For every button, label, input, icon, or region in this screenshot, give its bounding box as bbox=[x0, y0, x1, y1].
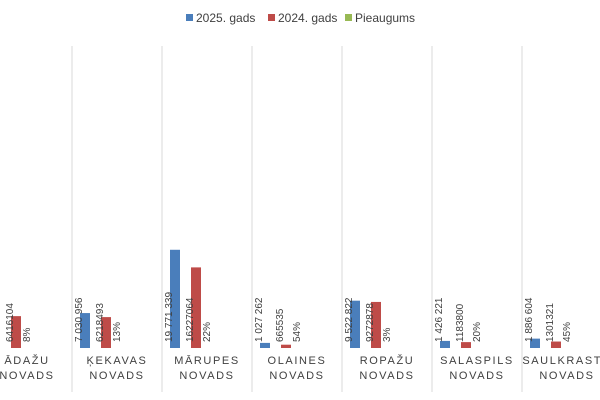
bar bbox=[440, 340, 450, 348]
legend-swatch bbox=[345, 14, 352, 21]
category-label: NOVADS bbox=[539, 370, 594, 382]
bar bbox=[11, 316, 21, 348]
bar bbox=[281, 344, 291, 348]
category-label: SAULKRASTU bbox=[522, 355, 600, 367]
data-labels: 6 917 72464161048%7 030 956621849313%19 … bbox=[5, 292, 573, 342]
category-label: NOVADS bbox=[269, 370, 324, 382]
bar bbox=[170, 249, 180, 348]
data-label: 3% bbox=[382, 327, 393, 342]
bar bbox=[350, 300, 360, 348]
data-label: 1 886 604 bbox=[524, 297, 535, 342]
category-label: SALASPILS bbox=[440, 355, 514, 367]
category-labels: ĀDAŽU NOVADS ĶEKAVAS NOVADS MĀRUPES NOVADS OLA… bbox=[0, 354, 600, 382]
legend-label: 2024. gads bbox=[278, 11, 337, 25]
data-label: 16227064 bbox=[185, 297, 196, 342]
category-label: OLAINES bbox=[268, 355, 327, 367]
data-label: 665535 bbox=[275, 308, 286, 342]
category-gridlines bbox=[71, 46, 523, 392]
data-label: 9272878 bbox=[365, 303, 376, 342]
category-label: ĀDAŽU bbox=[4, 354, 49, 367]
category-label: NOVADS bbox=[449, 370, 504, 382]
category-label: ROPAŽU bbox=[360, 354, 415, 367]
category-label: NOVADS bbox=[359, 370, 414, 382]
data-label: 54% bbox=[292, 322, 303, 342]
legend: 2025. gads 2024. gads Pieaugums bbox=[186, 11, 415, 25]
data-label: 20% bbox=[472, 322, 483, 342]
data-label: 1301321 bbox=[545, 303, 556, 342]
legend-swatch bbox=[268, 14, 275, 21]
data-label: 45% bbox=[562, 322, 573, 342]
data-label: 7 030 956 bbox=[74, 297, 85, 342]
data-label: 1183800 bbox=[455, 303, 466, 342]
data-label: 6416104 bbox=[5, 303, 16, 342]
data-label: 1 027 262 bbox=[254, 297, 265, 342]
data-label: 19 771 339 bbox=[164, 292, 175, 342]
legend-label: Pieaugums bbox=[355, 11, 415, 25]
category-label: NOVADS bbox=[0, 370, 55, 382]
category-label: MĀRUPES bbox=[174, 355, 240, 367]
bar bbox=[371, 301, 381, 348]
bar bbox=[461, 342, 471, 348]
bar bbox=[101, 317, 111, 348]
bar bbox=[530, 338, 540, 348]
data-label: 6218493 bbox=[95, 303, 106, 342]
data-label: 13% bbox=[112, 322, 123, 342]
bar bbox=[551, 341, 561, 348]
bar bbox=[260, 342, 270, 348]
data-label: 9 522 822 bbox=[344, 297, 355, 342]
data-label: 22% bbox=[202, 322, 213, 342]
legend-swatch bbox=[186, 14, 193, 21]
data-label: 8% bbox=[22, 327, 33, 342]
category-label: NOVADS bbox=[89, 370, 144, 382]
bars bbox=[11, 249, 561, 348]
data-label: 1 426 221 bbox=[434, 297, 445, 342]
category-label: NOVADS bbox=[179, 370, 234, 382]
bar bbox=[191, 267, 201, 348]
legend-label: 2025. gads bbox=[196, 11, 255, 25]
category-label: ĶEKAVAS bbox=[87, 355, 148, 367]
bar bbox=[80, 313, 90, 348]
